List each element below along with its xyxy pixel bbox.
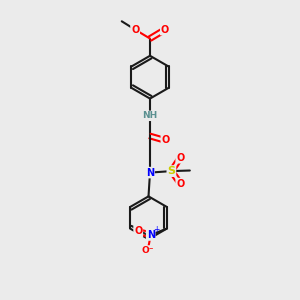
Text: O: O <box>131 25 139 34</box>
Text: O⁻: O⁻ <box>142 246 154 255</box>
Text: O: O <box>176 178 184 189</box>
Text: +: + <box>153 225 159 234</box>
Text: O: O <box>161 25 169 34</box>
Text: NH: NH <box>142 111 158 120</box>
Text: O: O <box>161 136 169 146</box>
Text: N: N <box>147 230 155 240</box>
Text: O: O <box>134 226 142 236</box>
Text: S: S <box>167 166 175 176</box>
Text: O: O <box>176 153 184 163</box>
Text: N: N <box>146 168 154 178</box>
